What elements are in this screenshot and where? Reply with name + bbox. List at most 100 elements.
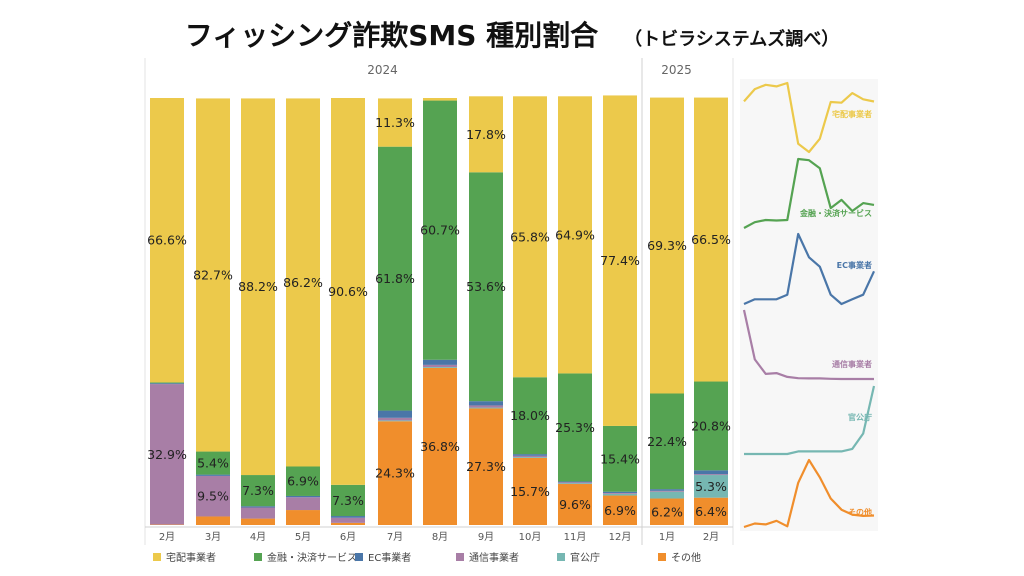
data-label: 36.8% (420, 439, 460, 454)
bar-segment (241, 507, 275, 519)
sparkline-label: 通信事業者 (832, 359, 872, 369)
bar-segment (694, 97, 728, 382)
sparkline-panel (740, 230, 878, 308)
bar-segment (558, 96, 592, 374)
data-label: 88.2% (238, 279, 278, 294)
x-tick-label: 9月 (478, 531, 494, 543)
bar-segment (558, 483, 592, 485)
x-tick-label: 11月 (564, 531, 587, 543)
x-tick-label: 12月 (609, 531, 632, 543)
bar-segment (423, 367, 457, 525)
data-label: 32.9% (147, 447, 187, 462)
bar-segment (378, 410, 412, 418)
data-label: 7.3% (242, 483, 274, 498)
data-label: 5.4% (197, 456, 229, 471)
data-label: 90.6% (328, 284, 368, 299)
sparkline-panel (740, 306, 878, 383)
data-label: 6.9% (604, 503, 636, 518)
sparkline-label: 金融・決済サービス (799, 208, 872, 218)
bar-segment (694, 470, 728, 475)
data-label: 22.4% (647, 434, 687, 449)
bar-segment (469, 408, 503, 525)
bar-segment (694, 497, 728, 525)
bar-segment (558, 481, 592, 483)
sparkline-label: その他 (848, 507, 872, 517)
data-label: 24.3% (375, 466, 415, 481)
data-label: 82.7% (193, 267, 233, 282)
bar-segment (150, 98, 184, 383)
data-label: 9.6% (559, 497, 591, 512)
sparkline-panel (740, 456, 878, 531)
bar-segment (513, 457, 547, 525)
sparkline-line (743, 232, 875, 306)
bar-segment (378, 98, 412, 147)
data-label: 77.4% (600, 253, 640, 268)
legend-swatch (355, 553, 363, 561)
legend-swatch (456, 553, 464, 561)
sparkline-line (742, 309, 874, 381)
chart-subtitle: （トビラシステムズ調べ） (624, 29, 840, 50)
bar-segment (378, 421, 412, 525)
data-label: 6.2% (651, 504, 683, 519)
legend-item: EC事業者 (368, 551, 411, 564)
x-tick-label: 2月 (703, 531, 719, 543)
legend-swatch (254, 553, 262, 561)
year-label-2024: 2024 (367, 63, 398, 77)
x-tick-label: 8月 (432, 531, 448, 543)
bar-segment (241, 506, 275, 508)
data-label: 64.9% (555, 227, 595, 242)
chart-title-block: フィッシング詐欺SMS 種別割合 （トビラシステムズ調べ） (0, 14, 1024, 54)
x-tick-label: 7月 (387, 531, 403, 543)
bar-segment (196, 98, 230, 452)
bar-segment (331, 517, 365, 523)
data-label: 60.7% (420, 223, 460, 238)
data-label: 11.3% (375, 115, 415, 130)
bar-segment (650, 489, 684, 491)
bar-segment (603, 95, 637, 426)
bar-segment (286, 497, 320, 511)
x-tick-label: 4月 (250, 531, 266, 543)
bar-segment (694, 381, 728, 471)
bar-segment (513, 457, 547, 458)
bar-segment (378, 146, 412, 411)
bar-segment (603, 491, 637, 493)
bar-segment (196, 474, 230, 476)
legend-item: その他 (671, 551, 701, 564)
bar-segment (286, 495, 320, 498)
data-label: 66.5% (691, 232, 731, 247)
data-label: 6.4% (695, 504, 727, 519)
x-tick-label: 3月 (205, 531, 221, 543)
bar-segment (469, 405, 503, 408)
bar-segment (241, 475, 275, 507)
bar-segment (603, 425, 637, 492)
bar-segment (423, 367, 457, 368)
bar-segment (558, 484, 592, 525)
data-label: 69.3% (647, 238, 687, 253)
data-label: 5.3% (695, 479, 727, 494)
bar-segment (241, 518, 275, 525)
data-label: 6.9% (287, 474, 319, 489)
bar-segment (423, 98, 457, 101)
bar-segment (469, 96, 503, 173)
bar-segment (196, 475, 230, 517)
bar-segment (150, 384, 184, 525)
x-tick-label: 2月 (159, 531, 175, 543)
bar-segment (603, 493, 637, 496)
legend-swatch (658, 553, 666, 561)
data-label: 65.8% (510, 229, 550, 244)
data-label: 15.7% (510, 484, 550, 499)
bar-segment (650, 97, 684, 394)
data-label: 53.6% (466, 279, 506, 294)
bar-segment (150, 382, 184, 384)
data-label: 66.6% (147, 233, 187, 248)
data-label: 9.5% (197, 489, 229, 504)
sparkline-label: 官公庁 (848, 412, 872, 422)
data-label: 17.8% (466, 127, 506, 142)
x-tick-label: 1月 (659, 531, 675, 543)
bar-segment (196, 516, 230, 525)
legend-item: 金融・決済サービス (267, 551, 357, 564)
bar-segment (423, 359, 457, 365)
bar-segment (650, 393, 684, 490)
bar-segment (513, 455, 547, 458)
data-label: 25.3% (555, 420, 595, 435)
